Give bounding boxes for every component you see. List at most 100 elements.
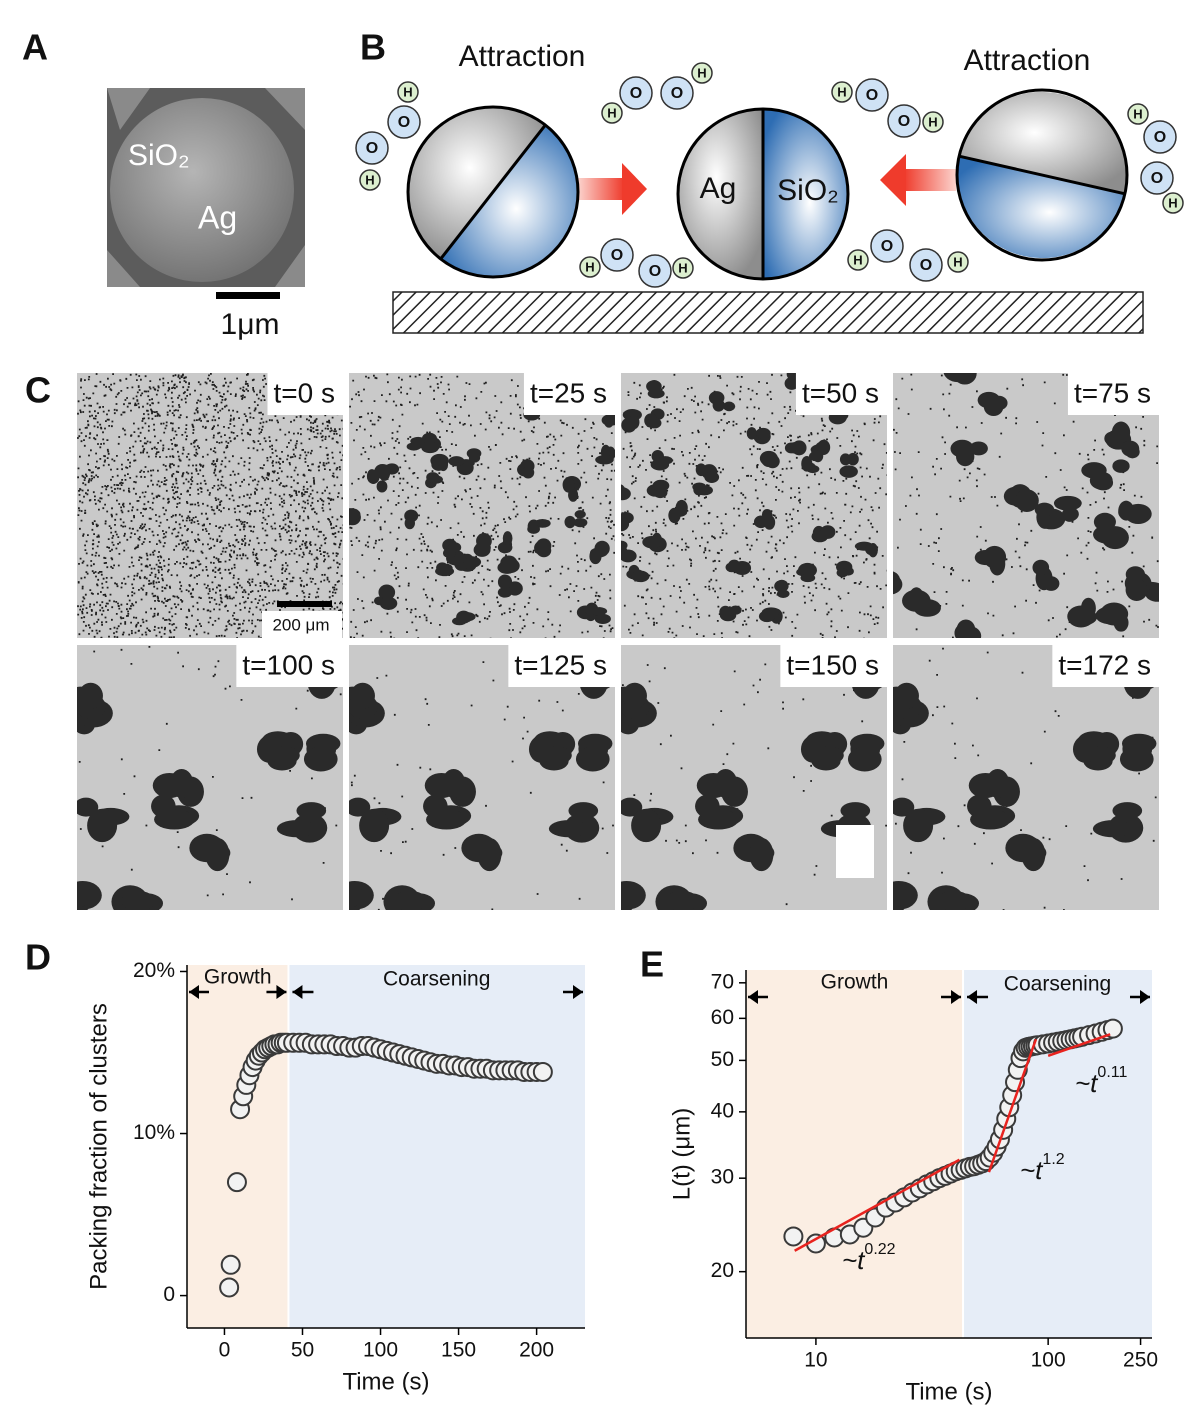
- cluster: [776, 589, 790, 598]
- atom-label: H: [853, 252, 862, 267]
- cluster: [1112, 459, 1130, 473]
- cluster: [603, 415, 614, 428]
- cluster: [423, 794, 448, 818]
- time-label: t=172 s: [1058, 649, 1151, 680]
- cluster: [621, 797, 643, 817]
- data-point: [219, 1277, 240, 1298]
- atom-label: O: [649, 263, 661, 280]
- cluster: [349, 882, 364, 909]
- phase-arrow-head: [967, 990, 978, 1004]
- atom-label: O: [671, 85, 683, 102]
- cluster: [776, 579, 788, 589]
- cluster: [536, 538, 552, 554]
- region: [288, 965, 585, 1328]
- scale-bar: [216, 292, 280, 299]
- atom-label: H: [1168, 195, 1177, 210]
- cluster: [169, 768, 194, 798]
- cluster: [820, 525, 836, 539]
- scale-bar-label: 200 μm: [272, 615, 329, 634]
- oxygen-atom: [600, 238, 634, 272]
- panel-label: C: [25, 370, 51, 411]
- y-tick-label: 10%: [133, 1121, 175, 1144]
- cluster: [969, 441, 988, 456]
- attraction-arrow: [622, 163, 647, 215]
- fit-label: ~t0.11: [1075, 1064, 1127, 1098]
- attraction-arrow: [904, 169, 956, 191]
- cluster: [729, 605, 742, 615]
- cluster: [893, 904, 905, 910]
- cluster: [1111, 421, 1131, 444]
- janus-gray-half: [408, 107, 546, 259]
- material-label: Ag: [198, 199, 237, 235]
- time-label-box: [1052, 645, 1159, 687]
- cluster: [1067, 605, 1095, 628]
- phase-arrow-head: [573, 985, 583, 999]
- cluster: [574, 510, 586, 519]
- cluster: [815, 441, 830, 453]
- phase-arrow-head: [276, 985, 287, 999]
- micrograph: [893, 373, 1159, 638]
- hydrogen-atom: [847, 249, 869, 271]
- cluster: [713, 768, 738, 798]
- atom-label: H: [837, 84, 846, 99]
- cluster: [902, 589, 931, 612]
- phase-arrow-head: [748, 990, 758, 1004]
- cluster: [967, 794, 992, 818]
- cluster: [575, 746, 610, 772]
- cluster: [448, 456, 465, 467]
- phase-arrow-head: [292, 985, 303, 999]
- region-label: Growth: [821, 971, 889, 994]
- cluster: [761, 607, 781, 617]
- cluster: [893, 882, 908, 909]
- phase-arrow-head: [189, 985, 199, 999]
- cluster: [650, 459, 670, 471]
- panel-label: E: [640, 944, 664, 985]
- region: [746, 970, 964, 1338]
- artifact: [836, 825, 874, 878]
- cluster: [522, 466, 535, 479]
- oxygen-atom: [1140, 161, 1174, 195]
- cluster: [393, 890, 427, 910]
- data-point: [226, 1172, 247, 1193]
- cluster: [723, 401, 736, 412]
- cluster: [534, 519, 551, 528]
- hydrogen-atom: [691, 62, 713, 84]
- panel-c: t=0 s t=25 s t=50 s t=75 s t=100 s t=125 s t=1…: [77, 373, 1159, 910]
- cluster: [647, 417, 662, 429]
- cluster: [1014, 489, 1039, 513]
- cluster: [755, 427, 771, 439]
- cluster: [562, 477, 575, 493]
- cluster: [528, 735, 554, 763]
- cluster: [205, 837, 230, 872]
- cluster: [652, 479, 670, 492]
- cluster: [621, 904, 633, 910]
- fit-label-base: ~t: [1020, 1155, 1044, 1185]
- hydrogen-atom: [831, 81, 853, 103]
- cluster: [590, 607, 608, 616]
- scale-bar-label: 1μm: [221, 308, 280, 341]
- y-tick-label: 20%: [133, 959, 175, 982]
- y-axis-title: Packing fraction of clusters: [85, 1003, 112, 1290]
- cluster: [836, 568, 849, 578]
- cluster: [746, 427, 757, 440]
- oxygen-atom: [660, 76, 694, 110]
- cluster: [77, 882, 92, 909]
- cluster: [256, 735, 282, 763]
- time-label-box: [780, 645, 887, 687]
- cluster: [704, 471, 720, 483]
- fit-label: ~t1.2: [1020, 1151, 1065, 1185]
- cluster: [1125, 566, 1146, 583]
- scale-bar: [277, 601, 332, 607]
- cluster: [621, 882, 636, 909]
- cluster: [548, 820, 589, 838]
- data-point: [1102, 1018, 1123, 1039]
- cluster: [800, 735, 826, 763]
- cluster: [669, 507, 688, 517]
- cluster: [406, 442, 422, 451]
- data-point: [532, 1061, 553, 1082]
- cluster: [441, 768, 466, 798]
- cluster: [378, 584, 396, 601]
- atom-label: H: [953, 254, 962, 269]
- micrograph: [77, 645, 343, 910]
- micrograph: [349, 373, 615, 638]
